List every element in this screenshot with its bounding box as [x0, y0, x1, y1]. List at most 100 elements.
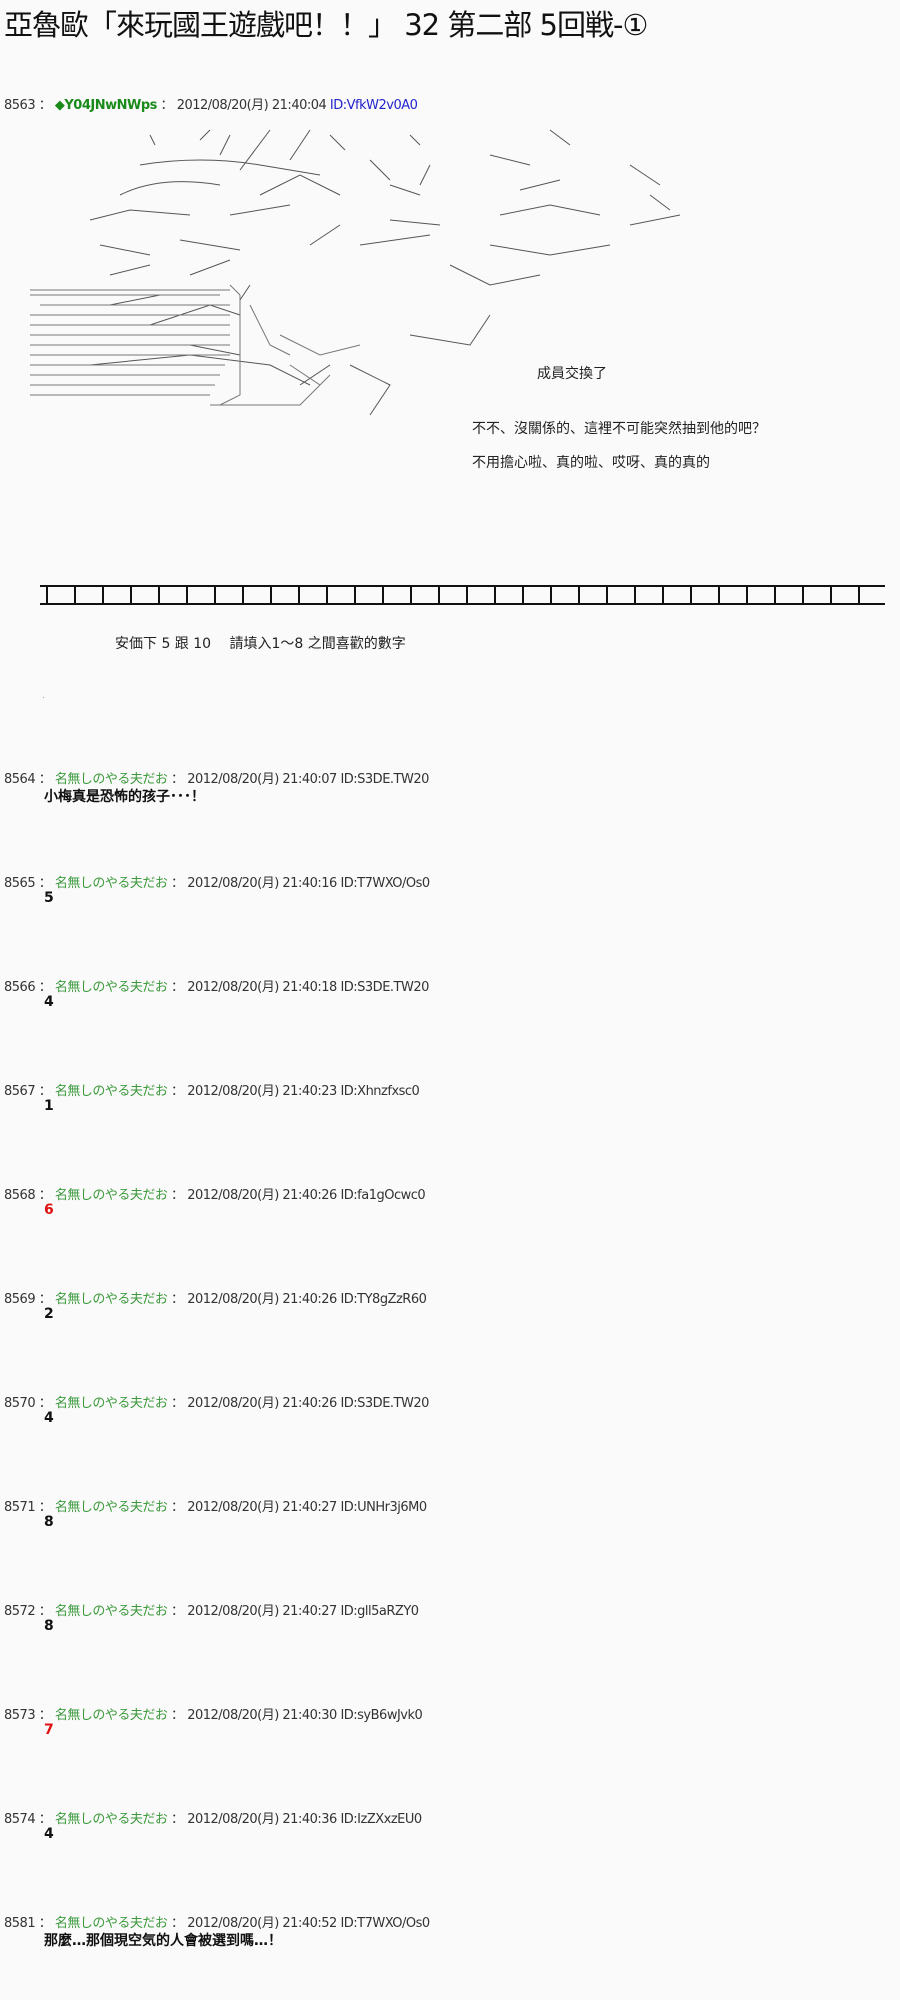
separator: ：: [171, 1604, 184, 1619]
post-body: 4: [44, 1826, 54, 1842]
post-body: 6: [44, 1202, 54, 1218]
ladder-divider: [40, 585, 885, 605]
separator: ：: [171, 1188, 184, 1203]
ladder-rung: [802, 587, 804, 603]
post-header: 8581 ： 名無しのやる夫だお ： 2012/08/20(月) 21:40:5…: [4, 1912, 430, 1931]
separator: ：: [38, 1084, 52, 1099]
post-id[interactable]: ID:fa1gOcwc0: [340, 1188, 426, 1203]
author-name[interactable]: 名無しのやる夫だお: [54, 1604, 168, 1619]
ladder-rung: [326, 587, 328, 603]
post-date: 2012/08/20(月) 21:40:18: [187, 980, 337, 995]
post-body: 8: [44, 1514, 54, 1530]
separator: ：: [38, 1708, 52, 1723]
aa-desk-block: [30, 284, 361, 406]
post-number: 8567: [4, 1084, 36, 1099]
author-name[interactable]: 名無しのやる夫だお: [54, 1812, 168, 1827]
separator: ：: [38, 772, 52, 787]
post-id[interactable]: ID:S3DE.TW20: [340, 980, 429, 995]
post-date: 2012/08/20(月) 21:40:30: [187, 1708, 337, 1723]
ladder-rung: [354, 587, 356, 603]
post-date: 2012/08/20(月) 21:40:36: [187, 1812, 337, 1827]
author-name[interactable]: 名無しのやる夫だお: [54, 1916, 168, 1931]
author-name[interactable]: 名無しのやる夫だお: [54, 1500, 168, 1515]
post-header: 8574 ： 名無しのやる夫だお ： 2012/08/20(月) 21:40:3…: [4, 1808, 422, 1827]
post-id[interactable]: ID:S3DE.TW20: [340, 1396, 429, 1411]
ladder-rung: [130, 587, 132, 603]
aa-figure-lines: [89, 129, 681, 416]
post-id[interactable]: ID:VfkW2v0A0: [329, 98, 418, 113]
post-id[interactable]: ID:syB6wJvk0: [340, 1708, 423, 1723]
post-id[interactable]: ID:IzZXxzEU0: [340, 1812, 422, 1827]
post-header: 8567 ： 名無しのやる夫だお ： 2012/08/20(月) 21:40:2…: [4, 1080, 420, 1099]
ladder-rung: [102, 587, 104, 603]
author-name[interactable]: 名無しのやる夫だお: [54, 1708, 168, 1723]
post-date: 2012/08/20(月) 21:40:26: [187, 1396, 337, 1411]
ladder-rung: [774, 587, 776, 603]
post-number: 8566: [4, 980, 36, 995]
separator: ：: [38, 1396, 52, 1411]
separator: ：: [38, 876, 52, 891]
author-name[interactable]: 名無しのやる夫だお: [54, 772, 168, 787]
post-number: 8563: [4, 98, 36, 113]
ladder-rung: [46, 587, 48, 603]
post-number: 8572: [4, 1604, 36, 1619]
post-header: 8570 ： 名無しのやる夫だお ： 2012/08/20(月) 21:40:2…: [4, 1392, 429, 1411]
stray-dot: .: [42, 690, 46, 701]
post-body: 2: [44, 1306, 54, 1322]
ladder-rung: [74, 587, 76, 603]
separator: ：: [171, 1916, 184, 1931]
author-name[interactable]: 名無しのやる夫だお: [54, 1292, 168, 1307]
separator: ：: [171, 1084, 184, 1099]
ladder-rung: [830, 587, 832, 603]
post-body: 8: [44, 1618, 54, 1634]
post-id[interactable]: ID:UNHr3j6M0: [340, 1500, 427, 1515]
ladder-rung: [242, 587, 244, 603]
aa-caption-1: 成員交換了: [537, 366, 607, 382]
post-body: 5: [44, 890, 54, 906]
post-body: 1: [44, 1098, 54, 1114]
post-number: 8570: [4, 1396, 36, 1411]
post-id[interactable]: ID:Xhnzfxsc0: [340, 1084, 420, 1099]
author-name[interactable]: 名無しのやる夫だお: [54, 1084, 168, 1099]
author-name[interactable]: 名無しのやる夫だお: [54, 1396, 168, 1411]
aa-caption-2: 不不、沒關係的、這裡不可能突然抽到他的吧？: [472, 421, 766, 437]
ladder-rung: [858, 587, 860, 603]
post-number: 8571: [4, 1500, 36, 1515]
ladder-rung: [438, 587, 440, 603]
post-body: 那麼…那個現空気的人會被選到嗎…！: [44, 1933, 282, 1949]
post-number: 8573: [4, 1708, 36, 1723]
separator: ：: [171, 1812, 184, 1827]
ladder-rung: [494, 587, 496, 603]
instruction-text: 安価下 5 跟 10 請填入1～8 之間喜歡的數字: [115, 636, 406, 652]
author-name[interactable]: 名無しのやる夫だお: [54, 980, 168, 995]
ladder-top-rail: [40, 585, 885, 587]
post-number: 8568: [4, 1188, 36, 1203]
ladder-rung: [298, 587, 300, 603]
post-date: 2012/08/20(月) 21:40:26: [187, 1188, 337, 1203]
post-id[interactable]: ID:TY8gZzR60: [340, 1292, 427, 1307]
author-name[interactable]: 名無しのやる夫だお: [54, 876, 168, 891]
author-trip[interactable]: ◆Y04JNwNWps: [54, 98, 158, 113]
post-id[interactable]: ID:gll5aRZY0: [340, 1604, 419, 1619]
post-header: 8571 ： 名無しのやる夫だお ： 2012/08/20(月) 21:40:2…: [4, 1496, 427, 1515]
separator: ：: [171, 876, 184, 891]
ladder-rung: [550, 587, 552, 603]
separator: ：: [171, 1708, 184, 1723]
op-post-header: 8563 ： ◆Y04JNwNWps ： 2012/08/20(月) 21:40…: [4, 94, 418, 113]
post-header: 8565 ： 名無しのやる夫だお ： 2012/08/20(月) 21:40:1…: [4, 872, 430, 891]
ascii-art-illustration: [30, 129, 681, 416]
author-name[interactable]: 名無しのやる夫だお: [54, 1188, 168, 1203]
post-header: 8573 ： 名無しのやる夫だお ： 2012/08/20(月) 21:40:3…: [4, 1704, 423, 1723]
post-header: 8572 ： 名無しのやる夫だお ： 2012/08/20(月) 21:40:2…: [4, 1600, 419, 1619]
post-date: 2012/08/20(月) 21:40:26: [187, 1292, 337, 1307]
post-id[interactable]: ID:S3DE.TW20: [340, 772, 429, 787]
post-body: 小梅真是恐怖的孩子･･･！: [44, 789, 205, 805]
separator: ：: [38, 1812, 52, 1827]
post-id[interactable]: ID:T7WXO/Os0: [340, 876, 430, 891]
ladder-bottom-rail: [40, 603, 885, 605]
ladder-rung: [410, 587, 412, 603]
post-number: 8574: [4, 1812, 36, 1827]
post-header: 8566 ： 名無しのやる夫だお ： 2012/08/20(月) 21:40:1…: [4, 976, 429, 995]
post-id[interactable]: ID:T7WXO/Os0: [340, 1916, 430, 1931]
separator: ：: [171, 772, 184, 787]
